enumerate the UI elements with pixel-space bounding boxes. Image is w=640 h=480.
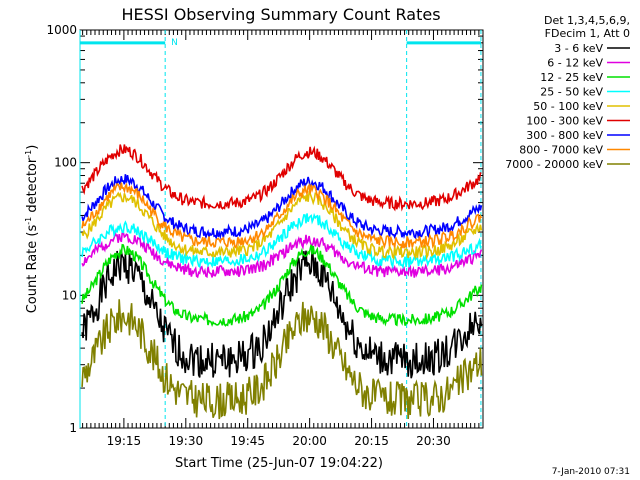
x-tick-label: 20:30 (416, 434, 451, 448)
series-line (81, 299, 483, 420)
series-line (81, 229, 483, 279)
legend-label: 25 - 50 keV (540, 86, 603, 99)
series-line (81, 246, 483, 379)
legend: Det 1,3,4,5,6,9, FDecim 1, Att 0 3 - 6 k… (505, 14, 630, 171)
footer-date: 7-Jan-2010 07:31 (552, 467, 630, 477)
series-line (81, 174, 483, 241)
legend-header-line-1: Det 1,3,4,5,6,9, (544, 14, 630, 27)
x-axis-label: Start Time (25-Jun-07 19:04:22) (175, 456, 383, 471)
y-tick-label: 1000 (46, 23, 77, 37)
legend-label: 300 - 800 keV (526, 129, 603, 142)
y-tick-label: 100 (54, 156, 77, 170)
legend-label: 12 - 25 keV (540, 71, 603, 84)
series-line (81, 144, 482, 212)
series-line (81, 190, 483, 261)
x-tick-label: 19:45 (230, 434, 265, 448)
chart-title: HESSI Observing Summary Count Rates (121, 5, 440, 24)
series-line (81, 212, 482, 270)
night-marker: N (171, 38, 178, 48)
x-tick-label: 19:30 (169, 434, 204, 448)
y-tick-label: 1 (69, 421, 77, 435)
y-tick-label: 10 (62, 288, 77, 302)
legend-label: 6 - 12 keV (547, 57, 603, 70)
y-axis-label: Count Rate (s-1 detector-1) (24, 145, 40, 314)
legend-label: 800 - 7000 keV (519, 144, 603, 157)
legend-header-line-2: FDecim 1, Att 0 (545, 27, 630, 40)
series-lines (81, 144, 483, 420)
legend-label: 100 - 300 keV (526, 115, 603, 128)
series-line (81, 243, 483, 328)
legend-label: 3 - 6 keV (554, 42, 603, 55)
x-axis-ticks: 19:15 19:30 19:45 20:00 20:15 20:30 (82, 30, 484, 448)
series-line (81, 182, 483, 250)
x-tick-label: 19:15 (107, 434, 142, 448)
legend-label: 7000 - 20000 keV (505, 158, 603, 171)
x-tick-label: 20:15 (354, 434, 389, 448)
legend-label: 50 - 100 keV (533, 100, 603, 113)
x-tick-label: 20:00 (292, 434, 327, 448)
